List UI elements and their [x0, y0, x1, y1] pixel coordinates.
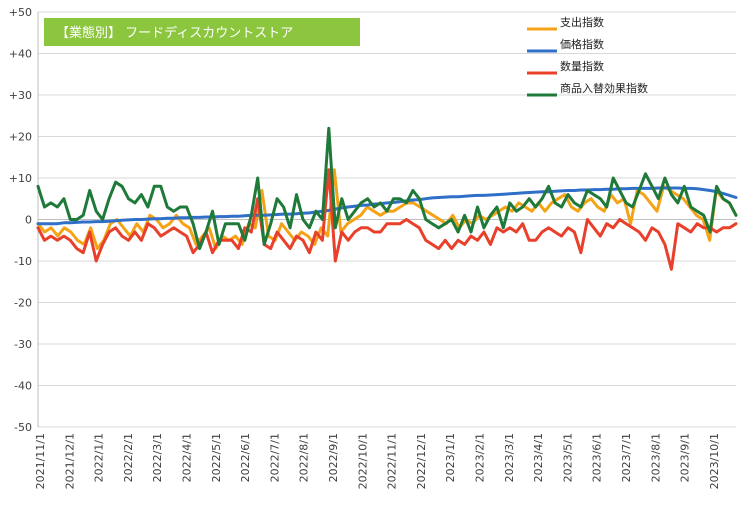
- y-tick-label: -20: [14, 297, 32, 310]
- x-tick-label: 2022/3/1: [151, 433, 164, 482]
- x-tick-label: 2022/9/1: [327, 433, 340, 482]
- series-lines: [36, 126, 738, 271]
- x-tick-label: 2022/11/1: [386, 433, 399, 489]
- x-tick-label: 2023/4/1: [532, 433, 545, 482]
- y-tick-label: +10: [9, 172, 32, 185]
- legend-label: 商品入替効果指数: [560, 81, 648, 95]
- chart-title-box: [44, 18, 360, 46]
- x-tick-label: 2022/12/1: [415, 433, 428, 489]
- x-tick-label: 2022/4/1: [181, 433, 194, 482]
- series-line-2: [36, 168, 738, 271]
- legend-label: 数量指数: [560, 59, 604, 73]
- x-tick-label: 2023/2/1: [474, 433, 487, 482]
- y-tick-label: -50: [14, 421, 32, 434]
- x-tick-label: 2023/5/1: [561, 433, 574, 482]
- y-tick-label: +50: [9, 6, 32, 19]
- series-line-3: [36, 126, 738, 251]
- x-tick-label: 2023/1/1: [444, 433, 457, 482]
- x-tick-label: 2023/7/1: [620, 433, 633, 482]
- y-tick-label: +20: [9, 131, 32, 144]
- x-tick-label: 2023/3/1: [503, 433, 516, 482]
- y-tick-label: +30: [9, 89, 32, 102]
- y-axis-ticks: +50 +40 +30 +20 +10 0 -10 -20 -30 -40 -50: [9, 6, 32, 434]
- y-tick-label: -10: [14, 255, 32, 268]
- x-tick-label: 2021/12/1: [63, 433, 76, 489]
- legend-label: 支出指数: [560, 15, 604, 29]
- y-tick-label: -40: [14, 380, 32, 393]
- x-axis-ticks: 2021/11/1 2021/12/1 2022/1/1 2022/2/1 2022/3…: [34, 433, 721, 489]
- x-tick-label: 2022/7/1: [268, 433, 281, 482]
- chart-title: 【業態別】 フードディスカウントストア: [44, 18, 360, 46]
- legend-label: 価格指数: [560, 37, 604, 51]
- y-tick-label: 0: [25, 214, 32, 227]
- x-tick-label: 2023/8/1: [649, 433, 662, 482]
- x-tick-label: 2022/10/1: [356, 433, 369, 489]
- x-tick-label: 2023/6/1: [591, 433, 604, 482]
- x-tick-label: 2023/9/1: [679, 433, 692, 482]
- x-tick-label: 2021/11/1: [34, 433, 47, 489]
- x-tick-label: 2022/1/1: [93, 433, 106, 482]
- chart-title-text: 【業態別】 フードディスカウントストア: [56, 25, 293, 41]
- y-tick-label: +40: [9, 48, 32, 61]
- x-tick-label: 2022/8/1: [298, 433, 311, 482]
- x-tick-label: 2023/10/1: [708, 433, 721, 489]
- x-tick-label: 2022/6/1: [239, 433, 252, 482]
- x-tick-label: 2022/2/1: [122, 433, 135, 482]
- x-tick-label: 2022/5/1: [210, 433, 223, 482]
- y-tick-label: -30: [14, 338, 32, 351]
